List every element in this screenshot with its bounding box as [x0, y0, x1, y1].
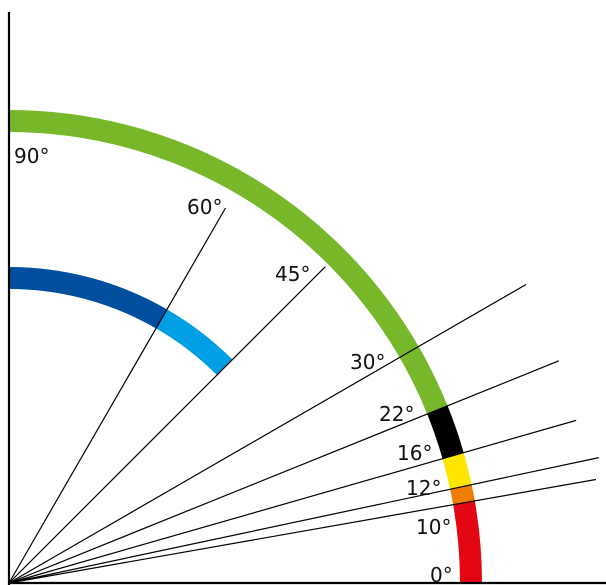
- ray-16-deg: [8, 419, 577, 584]
- labels-layer: 90° 60° 45° 30° 22° 16° 12° 10° 0°: [14, 144, 453, 585]
- outer-arc-green: [8, 110, 448, 415]
- ray-10-deg: [8, 478, 597, 584]
- ray-12-deg: [8, 457, 599, 584]
- label-22-deg: 22°: [379, 402, 414, 426]
- label-45-deg: 45°: [275, 262, 310, 286]
- outer-arc-black: [427, 405, 464, 459]
- axes-layer: [7, 12, 606, 585]
- inner-arc-light-blue: [155, 309, 233, 376]
- outer-arc-orange: [450, 484, 475, 505]
- label-16-deg: 16°: [397, 441, 432, 465]
- label-12-deg: 12°: [406, 476, 441, 500]
- label-0-deg: 0°: [430, 563, 453, 585]
- label-30-deg: 30°: [350, 350, 385, 374]
- rays-layer: [8, 207, 599, 584]
- label-90-deg: 90°: [14, 144, 49, 168]
- label-60-deg: 60°: [187, 195, 222, 219]
- outer-arc-red: [453, 500, 482, 584]
- label-10-deg: 10°: [416, 515, 451, 539]
- outer-arc-yellow: [442, 452, 472, 490]
- ray-30-deg: [8, 283, 527, 584]
- inner-arc-dark-blue: [8, 267, 167, 329]
- ray-60-deg: [8, 207, 227, 584]
- ray-22-deg: [8, 360, 560, 584]
- ray-45-deg: [8, 266, 326, 584]
